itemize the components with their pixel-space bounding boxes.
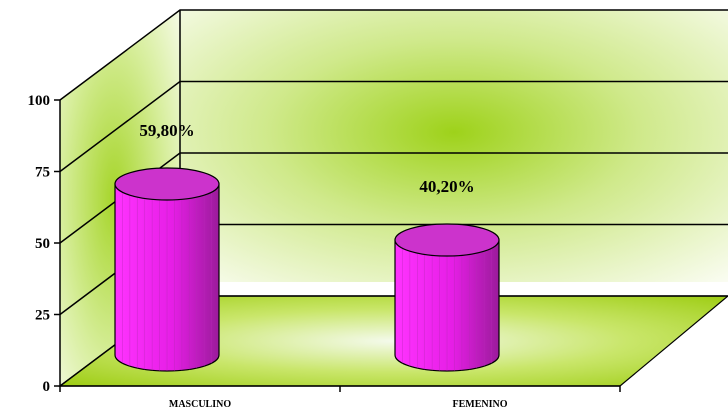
- data-label: 40,20%: [419, 177, 474, 196]
- y-tick-label: 25: [35, 308, 50, 324]
- y-axis-ticks: 0 25 50 75 100: [28, 93, 51, 395]
- bar-top: [114, 167, 220, 201]
- floor: [60, 296, 728, 386]
- y-tick-label: 0: [43, 379, 51, 395]
- bar-masculino: [114, 167, 220, 372]
- back-wall: [180, 10, 728, 282]
- axes: [54, 99, 728, 392]
- bar-femenino: [394, 223, 500, 372]
- x-category-label: FEMENINO: [453, 399, 508, 410]
- bar-top: [394, 223, 500, 257]
- bars: [114, 167, 500, 372]
- y-tick-label: 50: [35, 236, 50, 252]
- y-tick-label: 100: [28, 93, 51, 109]
- x-axis-categories: MASCULINO FEMENINO: [169, 399, 508, 410]
- y-tick-label: 75: [35, 165, 50, 181]
- data-labels: 59,80% 40,20%: [139, 121, 474, 196]
- data-label: 59,80%: [139, 121, 194, 140]
- x-category-label: MASCULINO: [169, 399, 231, 410]
